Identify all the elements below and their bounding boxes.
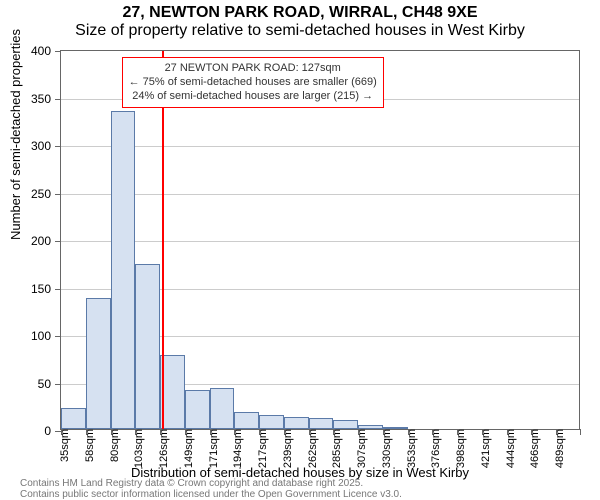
x-tick-label: 194sqm [224,429,244,468]
x-tick-label: 307sqm [348,429,368,468]
histogram-bar [160,355,185,429]
histogram-bar [284,417,309,429]
footer-line2: Contains public sector information licen… [20,489,402,500]
annotation-line1: 27 NEWTON PARK ROAD: 127sqm [129,62,377,76]
x-tick-label: 489sqm [546,429,566,468]
chart-title: 27, NEWTON PARK ROAD, WIRRAL, CH48 9XE [0,4,600,22]
histogram-bar [111,111,136,429]
histogram-chart: 05010015020025030035040035sqm58sqm80sqm1… [60,50,580,430]
x-tick-label: 262sqm [299,429,319,468]
x-tick-label: 80sqm [101,429,121,462]
annotation-line3: 24% of semi-detached houses are larger (… [129,90,377,104]
y-tick-label: 300 [31,139,61,153]
x-tick-label: 444sqm [497,429,517,468]
gridline [61,241,579,242]
x-tick-label: 58sqm [76,429,96,462]
x-tick-label: 217sqm [249,429,269,468]
y-tick-label: 400 [31,44,61,58]
x-tick-label: 398sqm [447,429,467,468]
x-tick-label: 466sqm [521,429,541,468]
histogram-bar [234,412,259,429]
histogram-bar [185,390,210,429]
histogram-bar [86,298,111,429]
y-tick-label: 50 [38,377,61,391]
y-tick-label: 150 [31,282,61,296]
y-tick-label: 100 [31,329,61,343]
x-tick-label: 239sqm [274,429,294,468]
gridline [61,146,579,147]
histogram-bar [61,408,86,429]
x-tick-label: 171sqm [200,429,220,468]
chart-subtitle: Size of property relative to semi-detach… [0,22,600,40]
histogram-bar [135,264,160,429]
annotation-line2: ← 75% of semi-detached houses are smalle… [129,76,377,90]
histogram-bar [309,418,334,429]
x-tick-label: 103sqm [125,429,145,468]
histogram-bar [333,420,358,430]
x-tick-label: 149sqm [175,429,195,468]
x-tick-label: 421sqm [472,429,492,468]
y-axis-label: Number of semi-detached properties [8,29,23,240]
footer-line1: Contains HM Land Registry data © Crown c… [20,478,363,489]
y-tick-label: 250 [31,187,61,201]
y-tick-label: 200 [31,234,61,248]
x-tick-label: 126sqm [150,429,170,468]
x-tick-label: 376sqm [422,429,442,468]
y-tick-label: 350 [31,92,61,106]
histogram-bar [210,388,235,429]
gridline [61,194,579,195]
x-tick-label: 353sqm [398,429,418,468]
x-tick [580,429,581,435]
title-line2: Size of property relative to semi-detach… [75,22,525,39]
x-tick-label: 330sqm [373,429,393,468]
x-tick-label: 285sqm [323,429,343,468]
x-tick-label: 35sqm [51,429,71,462]
annotation-box: 27 NEWTON PARK ROAD: 127sqm← 75% of semi… [122,57,384,108]
title-line1: 27, NEWTON PARK ROAD, WIRRAL, CH48 9XE [122,4,477,21]
histogram-bar [259,415,284,429]
